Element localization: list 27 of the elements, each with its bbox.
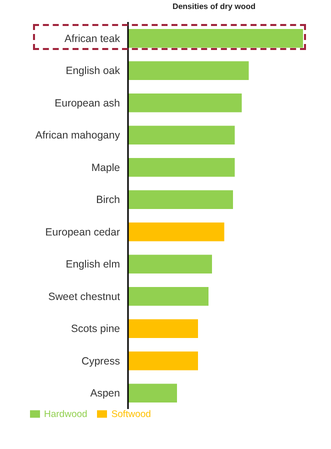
y-tick-label: African teak [64,32,121,45]
y-tick-label: English oak [66,65,121,78]
y-tick-label: Aspen [90,388,120,400]
bar [128,384,177,403]
bar [128,158,235,177]
bar [128,94,242,112]
y-tick-label: Birch [96,194,120,206]
legend-label: Softwood [111,409,151,420]
y-tick-label: European cedar [45,226,120,238]
bar [128,287,208,306]
bar [128,222,224,242]
bar [128,61,249,80]
y-tick-label: Cypress [81,355,120,368]
y-tick-label: English elm [66,258,120,271]
y-tick-label: European ash [54,97,120,110]
bar [128,29,303,48]
y-tick-label: Sweet chestnut [48,290,120,303]
chart-title: Densities of dry wood [171,2,257,11]
y-tick-label: Scots pine [70,323,120,336]
legend-label: Hardwood [44,409,88,420]
y-tick-label: African mahogany [35,130,121,142]
bar [128,319,198,338]
bar [128,126,235,145]
bar [128,254,212,274]
y-tick-label: Maple [91,162,120,174]
bar [128,190,233,210]
bar [128,352,198,370]
